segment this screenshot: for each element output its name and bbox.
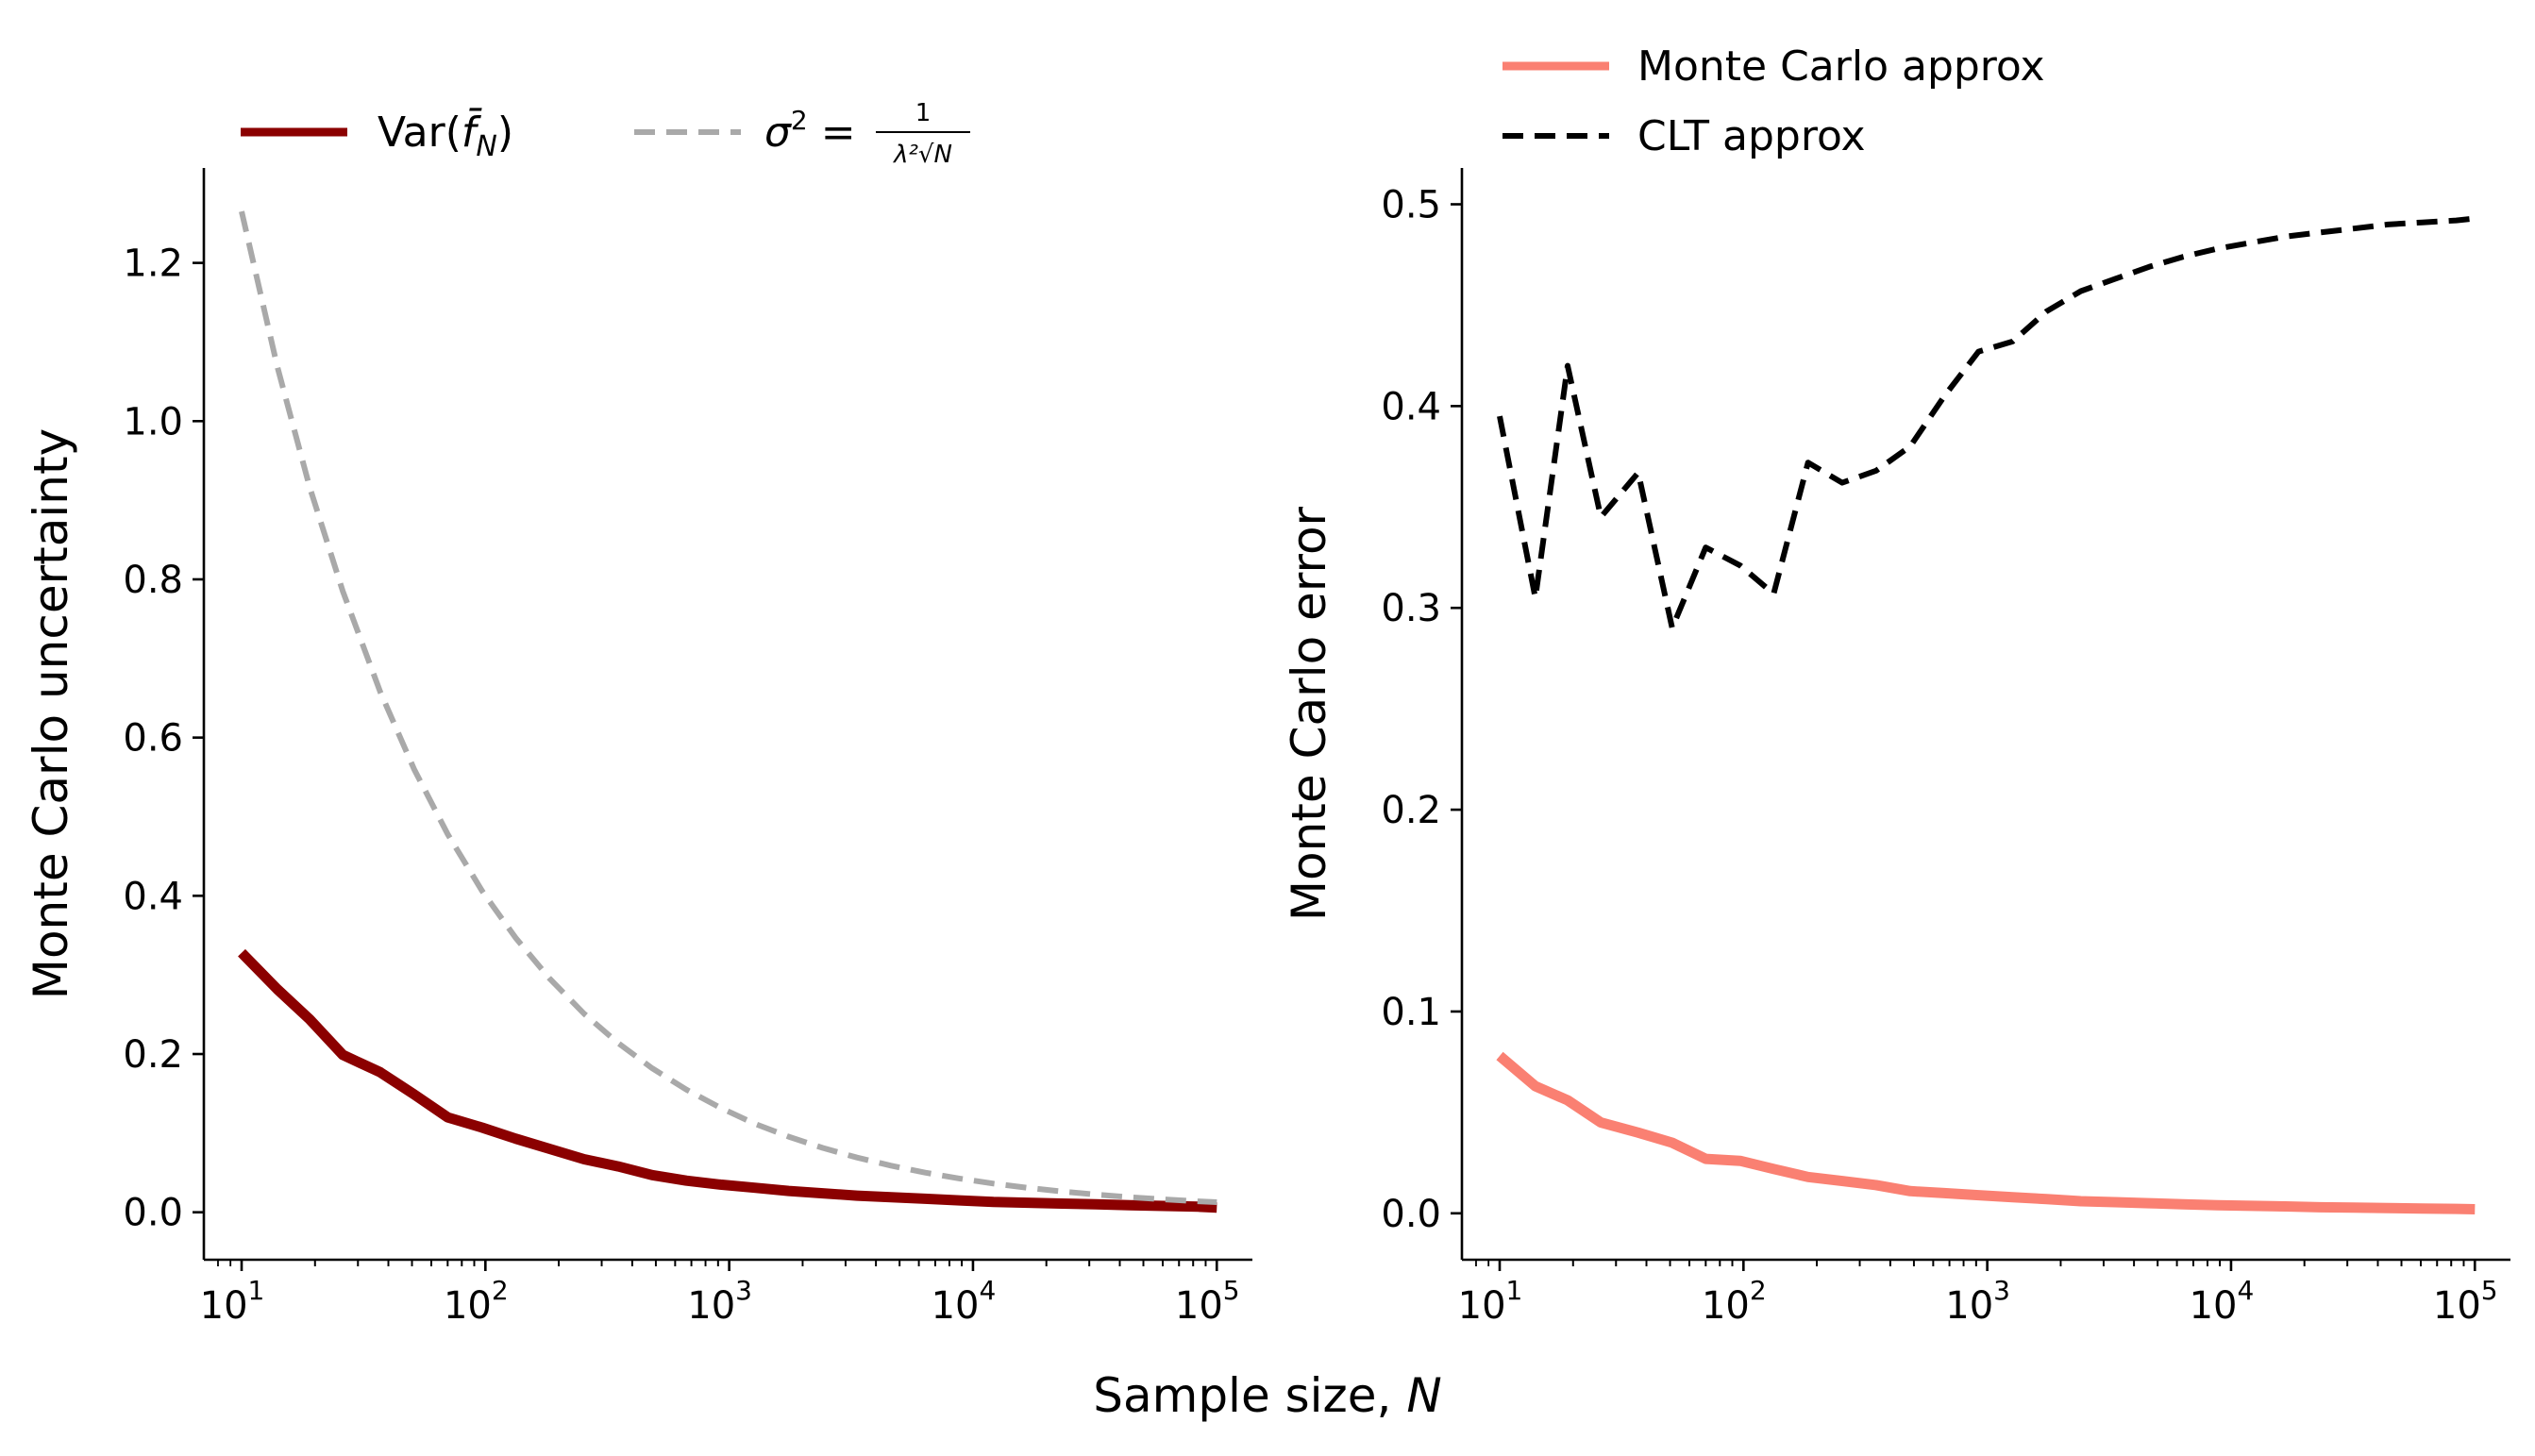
x-tick-label: 104 — [2190, 1275, 2255, 1328]
y-tick-label: 0.2 — [1381, 789, 1441, 832]
x-tick-label: 104 — [932, 1275, 997, 1328]
x-tick-label: 102 — [444, 1275, 509, 1328]
x-tick-label: 102 — [1702, 1275, 1767, 1328]
y-tick-label: 0.0 — [1381, 1193, 1441, 1236]
left-panel-uncertainty: 0.0 0.2 0.4 0.6 0.8 1.0 1.2 101 102 103 104 105 Mont… — [24, 168, 1252, 1328]
y-tick-label: 0.5 — [1381, 183, 1441, 226]
y-tick-label: 0.4 — [123, 875, 183, 918]
y-tick-label: 0.4 — [1381, 385, 1441, 428]
y-tick-label: 1.2 — [123, 243, 183, 286]
y-tick-label: 0.2 — [123, 1033, 183, 1077]
series-line-1-0 — [1496, 1051, 2476, 1214]
series-line-0-1 — [239, 210, 1217, 1205]
y-tick-label: 0.0 — [123, 1192, 183, 1235]
y-tick-label: 0.8 — [123, 559, 183, 602]
x-tick-label: 103 — [687, 1275, 752, 1328]
y-axis-label: Monte Carlo uncertainty — [24, 428, 78, 999]
legend-label-monte-carlo: Monte Carlo approx — [1637, 42, 2045, 91]
y-tick-label: 1.0 — [123, 400, 183, 443]
y-tick-label: 0.3 — [1381, 587, 1441, 630]
x-tick-label: 101 — [200, 1275, 265, 1328]
y-axis-label: Monte Carlo error — [1282, 506, 1336, 921]
legend-label-var: Var(f̄N) — [378, 107, 513, 163]
legend-sigma-denominator: λ²√N — [892, 141, 952, 169]
y-tick-label: 0.1 — [1381, 991, 1441, 1034]
x-tick-label: 103 — [1945, 1275, 2010, 1328]
x-tick-label: 105 — [2433, 1275, 2498, 1328]
right-legend: Monte Carlo approx CLT approx — [1503, 42, 2045, 160]
series-line-0-0 — [238, 948, 1217, 1213]
y-tick-label: 0.6 — [123, 717, 183, 761]
x-tick-label: 105 — [1175, 1275, 1240, 1328]
legend-label-clt: CLT approx — [1637, 112, 1866, 160]
series-line-1-1 — [1497, 215, 2476, 631]
left-legend: Var(f̄N) σ2 = 1 λ²√N — [241, 99, 970, 169]
legend-label-sigma: σ2 = — [764, 105, 856, 157]
x-axis-label: Sample size, N — [1093, 1368, 1442, 1423]
x-tick-label: 101 — [1458, 1275, 1523, 1328]
right-panel-error: 0.0 0.1 0.2 0.3 0.4 0.5 101 102 103 104 105 Monte C… — [1282, 168, 2510, 1328]
legend-sigma-numerator: 1 — [915, 99, 932, 127]
